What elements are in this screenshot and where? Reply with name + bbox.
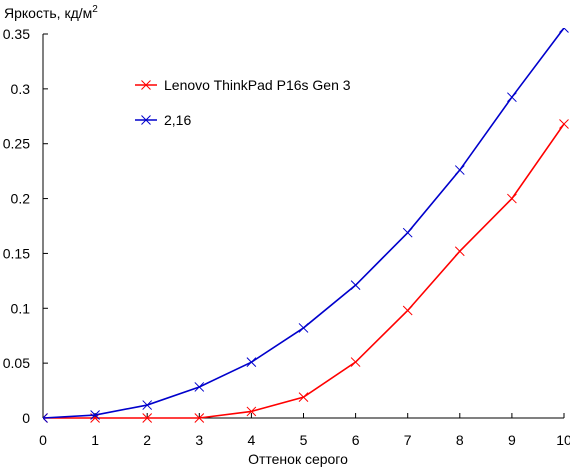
x-tick-label: 1: [91, 432, 99, 448]
y-tick-label: 0.05: [3, 355, 30, 371]
legend: Lenovo ThinkPad P16s Gen 3 2,16: [135, 77, 351, 128]
legend-item-2: 2,16: [135, 112, 191, 128]
series-1-point: [454, 246, 465, 257]
x-tick-label: 9: [508, 432, 516, 448]
x-tick-label: 4: [248, 432, 256, 448]
x-tick-label: 10: [556, 432, 570, 448]
series-1-point: [559, 119, 569, 129]
series-1-point: [142, 413, 153, 423]
y-ticks: 0 0.05 0.1 0.15 0.2 0.25 0.3 0.35: [3, 26, 48, 426]
x-tick-label: 2: [143, 432, 151, 448]
series-2-point: [142, 400, 153, 410]
series-1-point: [246, 406, 257, 417]
series-1-point: [507, 193, 517, 204]
x-tick-label: 0: [39, 432, 47, 448]
y-tick-label: 0.3: [11, 81, 31, 97]
x-tick-label: 6: [352, 432, 360, 448]
legend-swatch-marker: [141, 80, 151, 90]
y-tick-label: 0.15: [3, 245, 30, 261]
series-2-point: [43, 413, 48, 423]
legend-label: 2,16: [164, 112, 191, 128]
legend-swatch-marker: [141, 115, 151, 125]
y-tick-label: 0.1: [11, 300, 31, 316]
series-2-point: [90, 410, 100, 420]
y-axis-title-superscript: 2: [92, 4, 98, 15]
y-tick-label: 0.25: [3, 136, 30, 152]
series-2-point: [298, 323, 309, 333]
x-tick-label: 3: [195, 432, 203, 448]
series-2-point: [350, 280, 361, 290]
series-1-point: [402, 305, 413, 316]
y-tick-label: 0: [22, 410, 30, 426]
series-1-point: [194, 413, 205, 423]
series-2-point: [402, 227, 413, 238]
y-axis-title-text: Яркость, кд/м: [4, 5, 92, 21]
series-layer: [43, 28, 569, 423]
series-2: [43, 28, 569, 423]
series-2-point: [246, 357, 257, 368]
legend-item-1: Lenovo ThinkPad P16s Gen 3: [135, 77, 351, 93]
y-tick-label: 0.2: [11, 191, 31, 207]
series-2-point: [507, 92, 517, 103]
x-tick-label: 8: [456, 432, 464, 448]
series-2-point: [454, 165, 465, 175]
series-1-line: [43, 123, 565, 419]
y-axis-title: Яркость, кд/м2: [4, 4, 98, 21]
x-axis-title: Оттенок серого: [248, 451, 348, 467]
series-1-point: [298, 392, 309, 403]
series-1-point: [350, 357, 361, 367]
series-2-point: [194, 382, 205, 392]
x-tick-label: 5: [300, 432, 308, 448]
x-ticks: 0 1 2 3 4 5 6 7 8 9 10: [39, 413, 570, 448]
x-tick-label: 7: [404, 432, 412, 448]
series-2-point: [559, 28, 569, 33]
y-tick-label: 0.35: [3, 26, 30, 42]
legend-label: Lenovo ThinkPad P16s Gen 3: [164, 77, 351, 93]
series-1: [43, 119, 569, 423]
